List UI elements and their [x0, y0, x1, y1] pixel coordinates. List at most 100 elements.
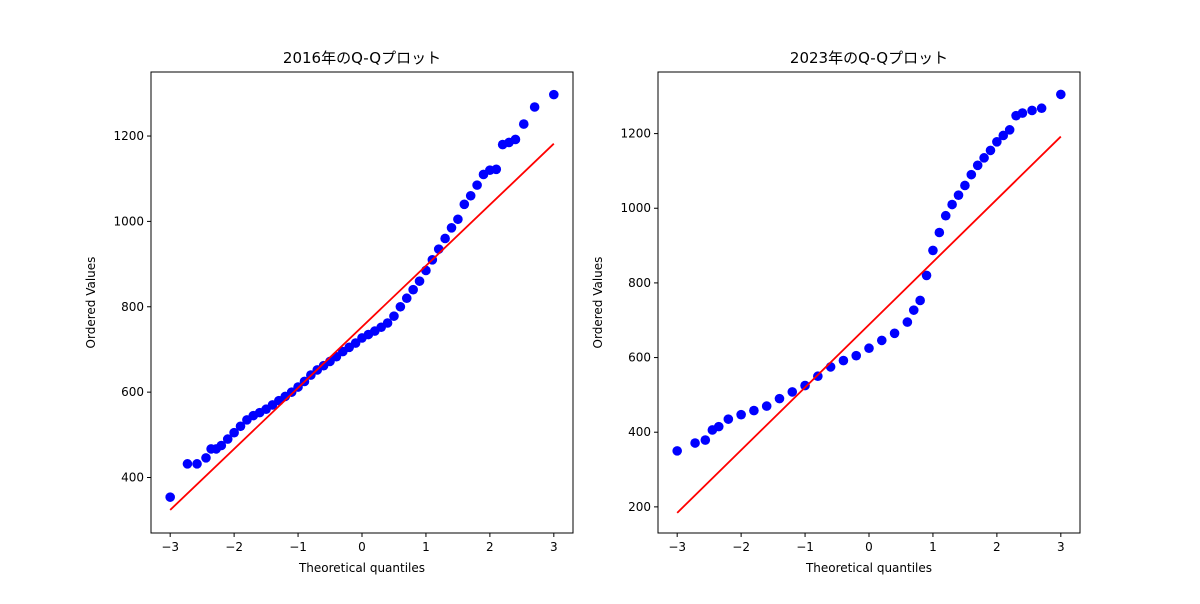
data-point: [690, 438, 700, 448]
y-tick-label: 600: [628, 351, 651, 365]
x-tick-label: 2: [486, 540, 494, 554]
data-point: [1027, 105, 1037, 116]
data-point: [889, 328, 900, 339]
y-tick-label: 800: [121, 300, 144, 314]
y-tick-label: 400: [121, 471, 144, 485]
data-point: [908, 305, 919, 315]
data-points: [672, 89, 1066, 456]
data-point: [192, 459, 202, 469]
data-point: [1004, 125, 1015, 135]
data-point: [1036, 103, 1047, 114]
data-point: [940, 210, 951, 221]
y-tick-label: 800: [628, 276, 651, 290]
data-point: [549, 89, 559, 100]
y-tick-label: 400: [628, 425, 651, 439]
data-point: [165, 492, 175, 502]
y-tick-label: 1000: [620, 201, 651, 215]
data-point: [838, 355, 849, 366]
x-tick-label: 1: [422, 540, 430, 554]
data-point: [915, 295, 925, 306]
y-tick-label: 1200: [113, 129, 144, 143]
data-point: [953, 190, 964, 200]
data-point: [529, 102, 540, 112]
data-point: [761, 401, 772, 411]
data-point: [201, 453, 211, 463]
x-tick-label: 2: [993, 540, 1001, 554]
data-point: [979, 153, 989, 163]
data-point: [408, 284, 418, 295]
data-point: [713, 421, 724, 432]
x-tick-label: 0: [358, 540, 366, 554]
data-point: [414, 276, 425, 286]
data-point: [928, 245, 938, 256]
data-point: [382, 318, 393, 328]
x-tick-label: −1: [796, 540, 814, 554]
data-point: [229, 427, 239, 438]
x-tick-label: 3: [1057, 540, 1065, 554]
data-point: [736, 409, 746, 420]
data-point: [395, 301, 406, 312]
data-point: [985, 145, 996, 156]
y-tick-label: 1000: [113, 214, 144, 228]
fit-line: [169, 143, 555, 511]
x-tick-label: −3: [668, 540, 686, 554]
data-point: [947, 199, 957, 210]
data-point: [800, 380, 810, 391]
x-axis-label: Theoretical quantiles: [298, 561, 425, 575]
data-point: [960, 180, 970, 191]
chart-title: 2016年のQ-Qプロット: [283, 49, 441, 67]
data-point: [1056, 89, 1066, 100]
data-point: [813, 371, 823, 382]
data-point: [992, 137, 1002, 147]
data-point: [235, 421, 246, 432]
x-tick-label: 1: [929, 540, 937, 554]
data-point: [440, 233, 450, 244]
data-point: [851, 350, 862, 361]
data-point: [700, 435, 711, 445]
data-point: [421, 265, 431, 276]
y-tick-label: 200: [628, 500, 651, 514]
y-axis-label: Ordered Values: [84, 257, 98, 349]
x-axis-label: Theoretical quantiles: [805, 561, 932, 575]
x-tick-label: −2: [732, 540, 750, 554]
y-axis-label: Ordered Values: [591, 257, 605, 349]
data-point: [350, 338, 361, 348]
data-point: [934, 227, 945, 238]
data-point: [921, 270, 932, 281]
data-point: [787, 387, 798, 397]
data-point: [453, 214, 463, 225]
data-point: [389, 311, 399, 321]
data-point: [723, 414, 734, 424]
subplot-2: −3 −2 −1 0 1 2 3 200 400 600 800 1000 1200 2023年のQ-Qプ…: [591, 49, 1081, 575]
data-point: [216, 440, 227, 451]
axes-frame: [657, 71, 1081, 534]
fit-line: [676, 135, 1062, 514]
x-tick-label: 0: [865, 540, 873, 554]
data-point: [902, 317, 913, 327]
subplot-1: −3 −2 −1 0 1 2 3 400 600 800 1000 1200 2016年のQ-Qプロット…: [84, 49, 574, 575]
x-tick-label: −3: [161, 540, 179, 554]
x-tick-label: −2: [225, 540, 243, 554]
data-point: [864, 343, 874, 354]
chart-title: 2023年のQ-Qプロット: [790, 49, 948, 67]
data-point: [1017, 108, 1028, 118]
data-point: [510, 134, 521, 145]
data-point: [286, 387, 297, 397]
x-tick-label: 3: [550, 540, 558, 554]
data-point: [491, 164, 502, 175]
data-point: [972, 160, 983, 171]
data-point: [998, 130, 1009, 141]
data-point: [518, 119, 529, 129]
data-point: [446, 223, 457, 233]
y-tick-label: 1200: [620, 127, 651, 141]
x-tick-label: −1: [289, 540, 307, 554]
data-point: [472, 180, 482, 190]
data-point: [401, 293, 412, 304]
data-point: [182, 459, 193, 469]
data-point: [222, 434, 233, 444]
data-point: [966, 169, 977, 180]
data-points: [165, 89, 559, 502]
data-point: [672, 446, 682, 456]
